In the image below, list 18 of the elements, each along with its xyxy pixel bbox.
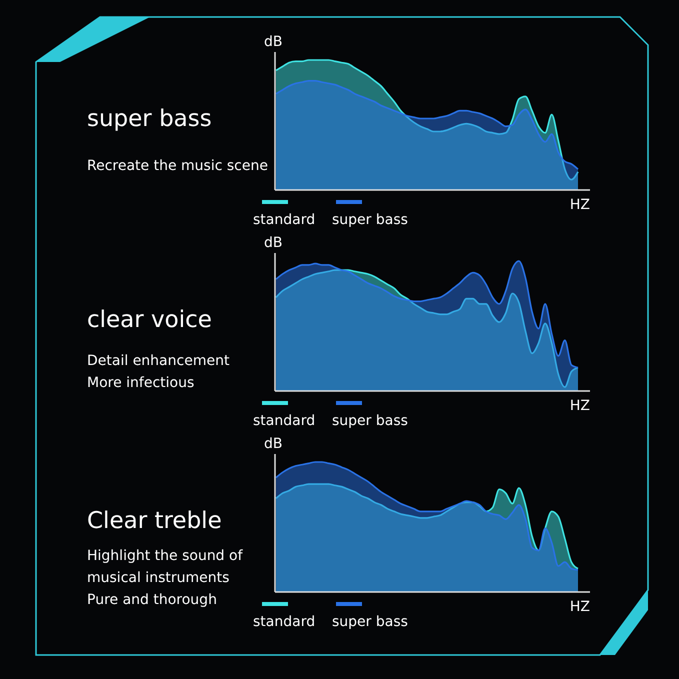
text: Clear treble <box>87 508 222 534</box>
legend-label: standard <box>253 413 316 429</box>
y-axis-title: dB <box>264 436 282 452</box>
legend-label: super bass <box>332 614 408 630</box>
y-axis-title: dB <box>264 235 282 251</box>
legend-label: super bass <box>332 413 408 429</box>
legend-label: standard <box>253 212 316 228</box>
text: super bass <box>87 106 212 132</box>
x-axis-title: HZ <box>570 398 590 414</box>
text: Highlight the sound of musical instruments Pure and thorough <box>87 548 244 608</box>
text: clear voice <box>87 307 212 333</box>
legend-label: standard <box>253 614 316 630</box>
x-axis-title: HZ <box>570 599 590 615</box>
text: Detail enhancement More infectious <box>87 353 230 391</box>
y-axis-title: dB <box>264 34 282 50</box>
x-axis-title: HZ <box>570 197 590 213</box>
text: Recreate the music scene <box>87 158 268 174</box>
legend-label: super bass <box>332 212 408 228</box>
